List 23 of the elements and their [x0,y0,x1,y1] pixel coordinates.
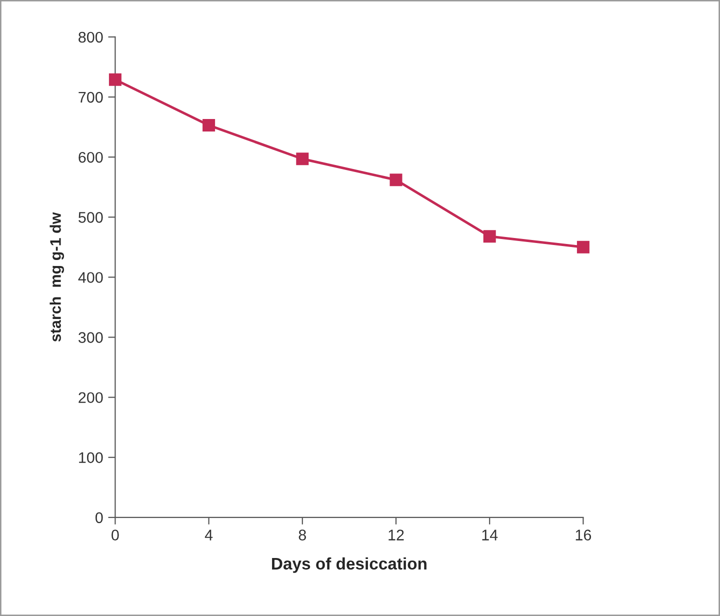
point [108,73,122,86]
x-tick-label: 14 [482,530,498,540]
x-tick-label: 8 [298,530,306,540]
x-tick-label: 4 [204,530,213,540]
x-axis-title: Days of desiccation [272,557,426,573]
y-tick-label: 100 [79,452,103,464]
point [483,230,496,243]
y-tick-label: 0 [95,512,103,524]
y-tick-label: 400 [78,272,103,283]
y-tick-label: 800 [78,32,103,43]
y-tick-label: 700 [78,92,103,103]
y-tick-label: 500 [78,212,103,223]
y-tick-label: 300 [78,332,103,343]
x-tick-label: 16 [576,530,592,540]
point [296,152,309,166]
point [202,119,216,132]
point [390,174,402,186]
y-axis-title: starch mg g-1 dw [50,212,64,342]
x-tick-label: 12 [388,530,404,540]
y-tick-label: 200 [78,392,103,404]
y-tick-label: 600 [78,152,103,163]
point [576,240,590,254]
x-tick-label: 0 [112,530,119,540]
